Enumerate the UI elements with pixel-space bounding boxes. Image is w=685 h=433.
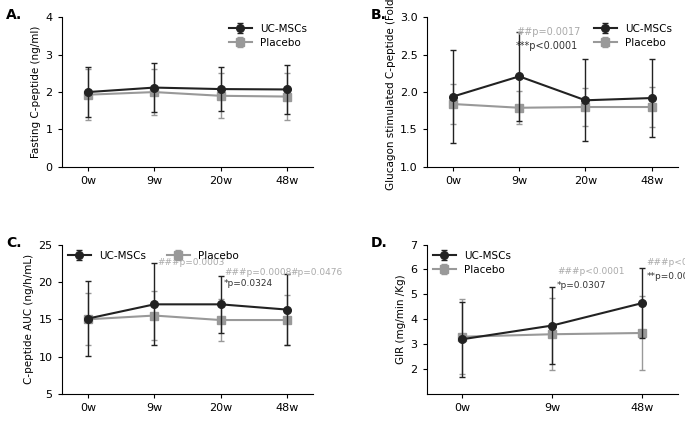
Text: C.: C. — [6, 236, 22, 249]
Text: B.: B. — [371, 8, 387, 23]
Text: D.: D. — [371, 236, 388, 249]
Legend: UC-MSCs, Placebo: UC-MSCs, Placebo — [432, 250, 512, 276]
Text: *p=0.0307: *p=0.0307 — [557, 281, 606, 290]
Text: ###p<0.0001: ###p<0.0001 — [557, 267, 624, 276]
Text: **p=0.0040: **p=0.0040 — [647, 272, 685, 281]
Text: *p=0.0324: *p=0.0324 — [224, 279, 273, 288]
Y-axis label: Fasting C-peptide (ng/ml): Fasting C-peptide (ng/ml) — [32, 26, 41, 158]
Legend: UC-MSCs, Placebo: UC-MSCs, Placebo — [593, 23, 673, 49]
Text: #p=0.0476: #p=0.0476 — [290, 268, 342, 278]
Y-axis label: Glucagon stimulated C-peptide (Fold): Glucagon stimulated C-peptide (Fold) — [386, 0, 395, 190]
Text: ***p<0.0001: ***p<0.0001 — [516, 41, 578, 51]
Text: ##p=0.0017: ##p=0.0017 — [516, 27, 580, 37]
Legend: UC-MSCs, Placebo: UC-MSCs, Placebo — [227, 23, 308, 49]
Text: ###p=0.0003: ###p=0.0003 — [158, 258, 225, 267]
Text: A.: A. — [6, 8, 23, 23]
Legend: UC-MSCs, Placebo: UC-MSCs, Placebo — [67, 250, 240, 262]
Y-axis label: GIR (mg/min /Kg): GIR (mg/min /Kg) — [396, 275, 406, 364]
Text: ###p<0.0001: ###p<0.0001 — [647, 258, 685, 267]
Y-axis label: C-peptide AUC (ng/h/mL): C-peptide AUC (ng/h/mL) — [25, 254, 34, 385]
Text: ###p=0.0008: ###p=0.0008 — [224, 268, 291, 278]
